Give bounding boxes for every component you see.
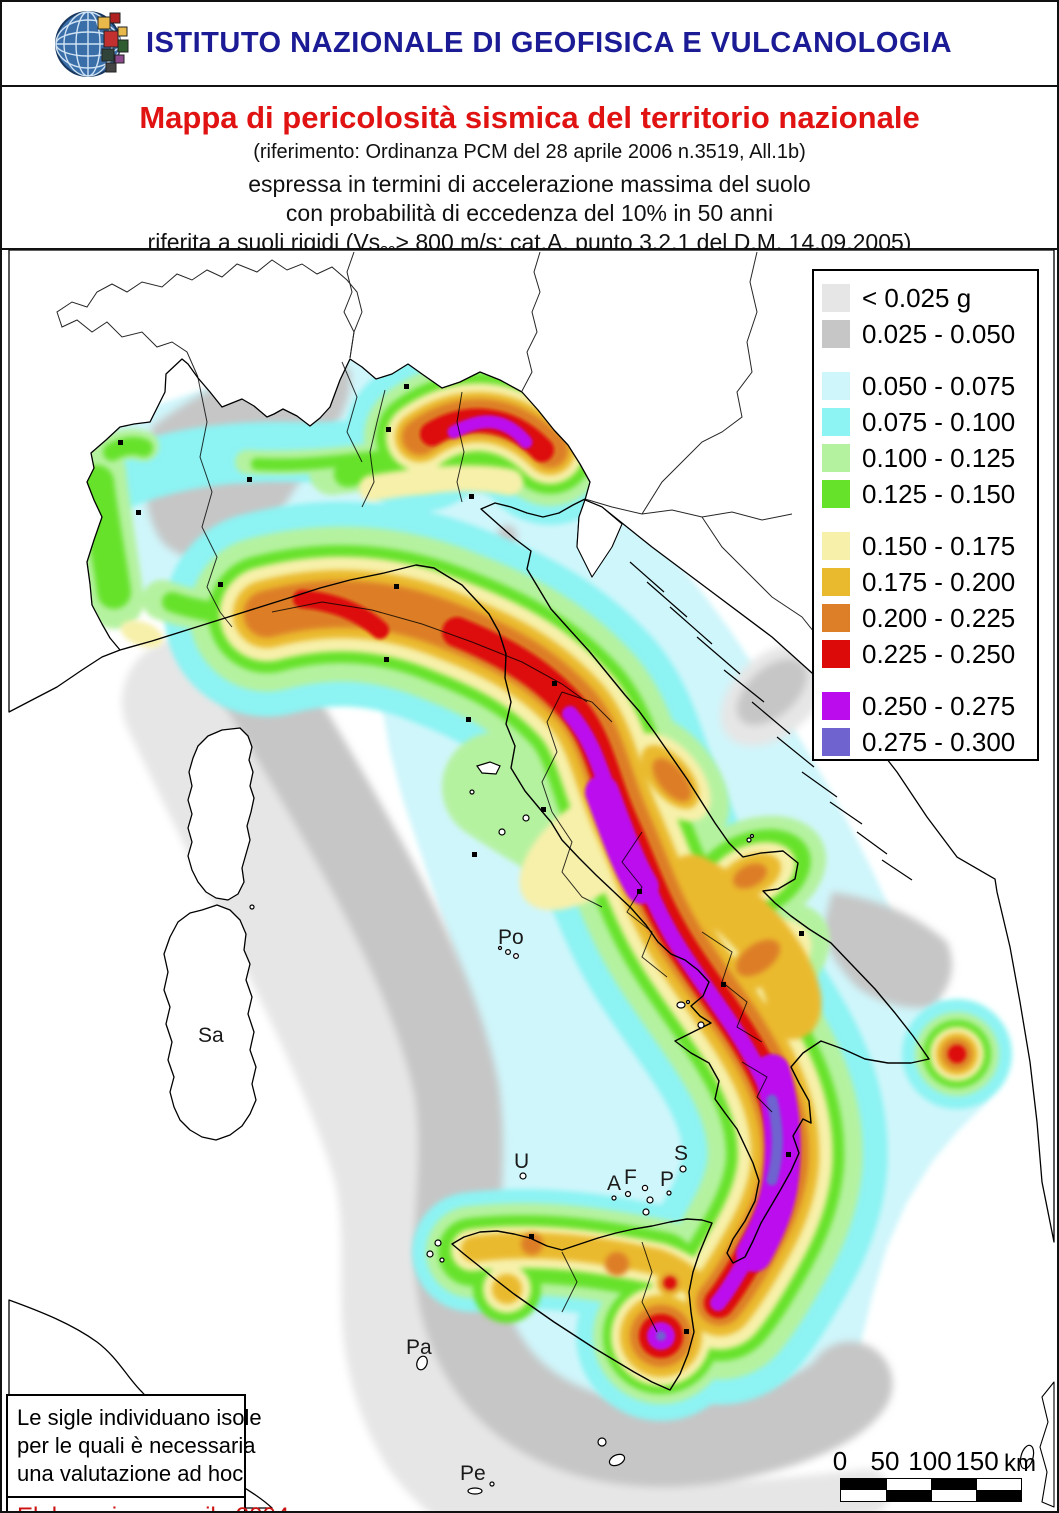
hazard-field xyxy=(67,333,1012,1511)
legend-swatch xyxy=(822,604,850,632)
legend-swatch xyxy=(822,284,850,312)
elaboration-date: Elaborazione: aprile 2004 xyxy=(8,1495,289,1511)
legend-entries: < 0.025 g 0.025 - 0.050 0.050 - 0.075 0.075… xyxy=(822,283,1029,757)
legend-entry: 0.275 - 0.300 xyxy=(822,727,1029,757)
note-line: una valutazione ad hoc xyxy=(17,1460,244,1486)
note-line: Le sigle individuano isole xyxy=(17,1405,262,1430)
adriatic-islands xyxy=(629,561,913,881)
island-label-a: A xyxy=(607,1172,621,1195)
title-block: Mappa di pericolosità sismica del territ… xyxy=(2,87,1057,259)
ingv-logo xyxy=(55,10,129,77)
legend-swatch xyxy=(822,692,850,720)
legend-label: 0.175 - 0.200 xyxy=(862,566,1016,597)
city-markers xyxy=(118,384,804,1334)
legend-entry: 0.200 - 0.225 xyxy=(822,603,1029,633)
note-box: Le sigle individuano isole per le quali … xyxy=(6,1394,289,1511)
legend-label: < 0.025 g xyxy=(862,282,972,313)
legend-label: 0.250 - 0.275 xyxy=(862,690,1016,721)
legend-swatch xyxy=(822,372,850,400)
island-label-s: S xyxy=(674,1142,688,1165)
legend-entry: 0.175 - 0.200 xyxy=(822,567,1029,597)
island-label-sa: Sa xyxy=(198,1024,224,1047)
legend-label: 0.050 - 0.075 xyxy=(862,370,1016,401)
legend-swatch xyxy=(822,444,850,472)
scale-tick: 50 xyxy=(870,1446,900,1476)
scale-bar-graphic xyxy=(840,1478,1022,1502)
legend-label: 0.125 - 0.150 xyxy=(862,478,1016,509)
legend-entry: < 0.025 g xyxy=(822,283,1029,313)
legend-entry: 0.225 - 0.250 xyxy=(822,639,1029,669)
island-label-u: U xyxy=(514,1150,529,1173)
legend-entry: 0.050 - 0.075 xyxy=(822,371,1029,401)
legend-entry: 0.025 - 0.050 xyxy=(822,319,1029,349)
island-labels: Sa Po U A F P S Pa Pe xyxy=(198,926,688,1485)
legend-label: 0.275 - 0.300 xyxy=(862,726,1016,757)
legend-label: 0.200 - 0.225 xyxy=(862,602,1016,633)
legend-swatch xyxy=(822,532,850,560)
map-canvas: Sa Po U A F P S Pa Pe xyxy=(2,250,1057,1511)
region-borders xyxy=(197,361,773,1333)
island-label-pa: Pa xyxy=(406,1336,432,1359)
legend-entry: 0.125 - 0.150 xyxy=(822,479,1029,509)
legend-swatch xyxy=(822,728,850,756)
header: ISTITUTO NAZIONALE DI GEOFISICA E VULCAN… xyxy=(2,2,1057,87)
legend-swatch xyxy=(822,568,850,596)
country-borders xyxy=(56,251,848,663)
legend-swatch xyxy=(822,640,850,668)
institute-title: ISTITUTO NAZIONALE DI GEOFISICA E VULCAN… xyxy=(146,27,953,59)
logo-mosaic xyxy=(97,12,129,72)
small-islands xyxy=(249,761,1035,1495)
scale-tick: 100 xyxy=(908,1446,952,1476)
island-label-p: P xyxy=(660,1168,674,1191)
legend-swatch xyxy=(822,408,850,436)
island-label-pe: Pe xyxy=(460,1462,486,1485)
legend-entry: 0.250 - 0.275 xyxy=(822,691,1029,721)
legend-label: 0.075 - 0.100 xyxy=(862,406,1016,437)
legend-label: 0.150 - 0.175 xyxy=(862,530,1016,561)
scale-unit: km xyxy=(1004,1450,1036,1477)
scale-tick: 0 xyxy=(832,1446,848,1476)
legend-swatch xyxy=(822,480,850,508)
legend-box: < 0.025 g 0.025 - 0.050 0.050 - 0.075 0.075… xyxy=(812,269,1039,761)
note-line: per le quali è necessaria xyxy=(17,1432,256,1458)
legend-swatch xyxy=(822,320,850,348)
legend-label: 0.225 - 0.250 xyxy=(862,638,1016,669)
subtitle-line2: con probabilità di eccedenza del 10% in … xyxy=(285,200,774,226)
subtitle-line1: espressa in termini di accelerazione mas… xyxy=(248,171,811,197)
legend-entry: 0.075 - 0.100 xyxy=(822,407,1029,437)
scale-tick: 150 xyxy=(955,1446,999,1476)
legend-entry: 0.150 - 0.175 xyxy=(822,531,1029,561)
italy-coastline xyxy=(119,498,930,1391)
map-title: Mappa di pericolosità sismica del territ… xyxy=(139,100,920,135)
scale-bar: 0 50 100 150 km xyxy=(832,1446,1057,1508)
map-reference: (riferimento: Ordinanza PCM del 28 april… xyxy=(253,141,806,163)
island-label-po: Po xyxy=(498,926,524,949)
legend-label: 0.100 - 0.125 xyxy=(862,442,1016,473)
map-area: Sa Po U A F P S Pa Pe < 0.025 g 0.025 - 0… xyxy=(2,250,1057,1511)
island-label-f: F xyxy=(624,1166,637,1189)
legend-entry: 0.100 - 0.125 xyxy=(822,443,1029,473)
legend-label: 0.025 - 0.050 xyxy=(862,318,1016,349)
